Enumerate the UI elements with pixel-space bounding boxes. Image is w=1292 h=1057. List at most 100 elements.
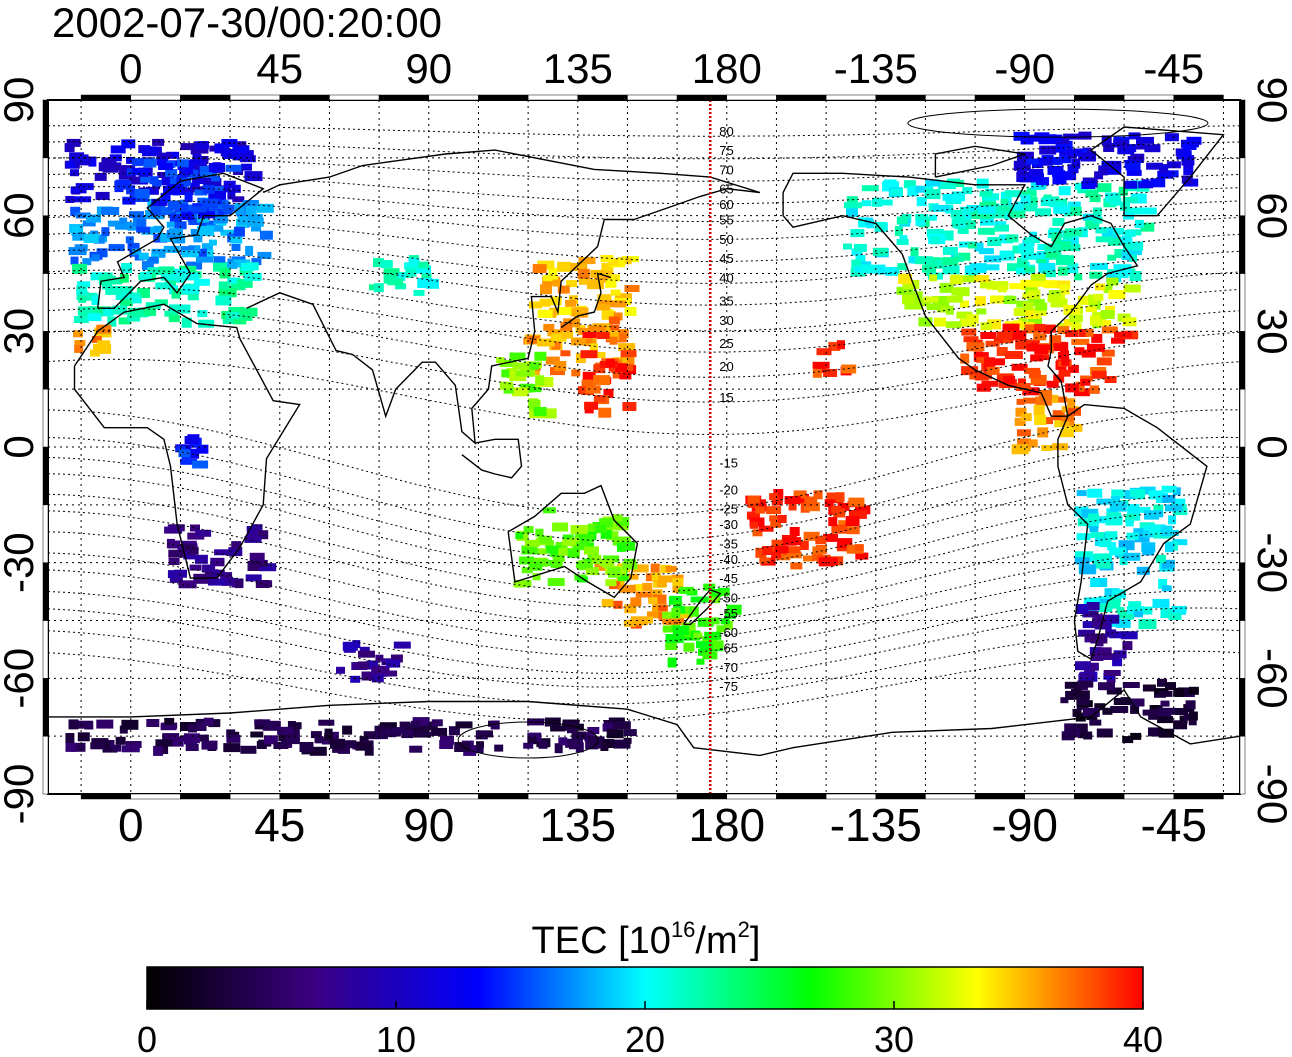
tec-cell (64, 143, 75, 153)
tec-cell (121, 139, 136, 149)
contour-line-23 (48, 590, 1240, 674)
tec-cell (1101, 326, 1118, 334)
tec-cell (1038, 389, 1052, 399)
tec-cell (1053, 145, 1067, 153)
tec-cell (992, 281, 1009, 291)
tec-cell (1002, 323, 1020, 334)
tec-cell (557, 285, 570, 294)
tec-cell (168, 315, 180, 323)
tec-cell (213, 214, 228, 224)
frame-tick-bar (42, 446, 49, 506)
tec-cell (607, 567, 621, 578)
tec-cell (383, 268, 400, 278)
contour-label: -60 (719, 625, 738, 640)
tec-cell (1091, 370, 1107, 379)
tec-cell (746, 511, 760, 520)
tec-cell (475, 730, 488, 740)
tec-cell (1148, 712, 1162, 720)
tec-cell (1011, 363, 1028, 371)
tec-cell (1096, 498, 1114, 505)
tec-cell (1113, 650, 1127, 659)
tec-cell (409, 745, 423, 753)
tec-cell (208, 190, 225, 200)
tec-cell (91, 295, 100, 306)
tec-cell (1164, 133, 1179, 142)
tec-cell (519, 556, 535, 565)
tec-cell (237, 216, 247, 225)
tec-cell (245, 205, 257, 215)
tec-cell (196, 256, 213, 263)
frame-tick-bar (1239, 562, 1246, 621)
tec-cell (557, 261, 572, 272)
tec-cell (584, 401, 599, 410)
tec-cell (683, 642, 695, 652)
tec-cell (91, 254, 100, 262)
tec-cell (189, 564, 202, 571)
tec-cell (188, 219, 206, 225)
tec-cell (1109, 198, 1122, 206)
tec-cell (587, 279, 604, 290)
tec-cell (1065, 383, 1080, 393)
x-tick-label-bottom: 45 (254, 799, 305, 851)
frame-tick-bar (1173, 94, 1224, 101)
tec-cell (720, 618, 730, 625)
tec-cell (107, 220, 120, 227)
tec-cell (533, 407, 547, 416)
tec-cell (904, 302, 923, 310)
tec-cell (231, 244, 241, 251)
tec-cell (199, 165, 214, 176)
tec-cell (1027, 289, 1041, 300)
tec-region-21 (175, 434, 209, 469)
tec-cell (837, 502, 850, 511)
tec-cell (651, 572, 661, 581)
tec-cell (208, 239, 217, 246)
tec-cell (782, 537, 797, 546)
tec-cell (709, 594, 718, 603)
tec-cell (221, 204, 235, 212)
tec-cell (619, 373, 632, 380)
tec-cell (823, 369, 838, 377)
tec-cell (244, 171, 263, 182)
tec-cell (528, 301, 542, 309)
tec-cell (1129, 253, 1138, 262)
tec-cell (1066, 206, 1082, 216)
tec-cell (74, 340, 86, 346)
tec-cell (1020, 136, 1034, 145)
tec-cell (1099, 539, 1112, 548)
tec-cell (1089, 525, 1099, 533)
tec-cell (1052, 217, 1065, 226)
tec-cell (583, 376, 595, 383)
tec-cell (299, 742, 314, 752)
coastline-6 (782, 172, 1139, 417)
tec-cell (552, 552, 565, 562)
tec-cell (1073, 388, 1090, 397)
contour-label: 65 (719, 182, 733, 197)
tec-cell (1122, 317, 1137, 327)
tec-cell (131, 296, 142, 304)
contour-label: 70 (719, 162, 733, 177)
tec-cell (215, 295, 232, 306)
tec-cell (566, 280, 578, 288)
tec-cell (1074, 723, 1088, 733)
contour-line-14 (48, 409, 1240, 516)
tec-cell (823, 533, 838, 542)
tec-cell (231, 541, 242, 549)
coastline-1 (73, 303, 301, 579)
tec-cell (1164, 504, 1183, 512)
tec-cell (1110, 706, 1129, 713)
tec-cell (712, 640, 724, 650)
contour-line-24 (48, 607, 1240, 688)
contour-label: 20 (719, 359, 733, 374)
tec-cell (1093, 560, 1112, 569)
tec-cell (786, 552, 802, 559)
tec-cell (227, 277, 241, 284)
tec-cell (543, 323, 555, 331)
tec-cell (182, 543, 196, 551)
tec-cell (998, 336, 1014, 344)
tec-cell (189, 182, 200, 190)
tec-cell (1074, 555, 1090, 565)
tec-cell (650, 563, 660, 573)
tec-cell (710, 589, 722, 597)
tec-cell (896, 239, 909, 245)
